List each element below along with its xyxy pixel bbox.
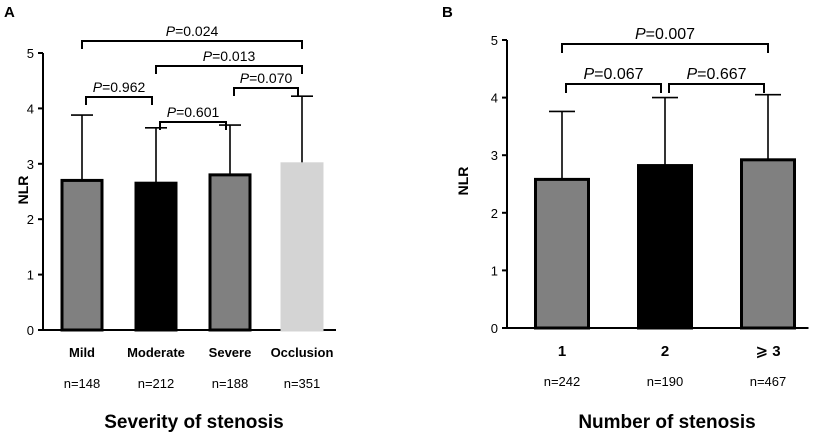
panel-a-y-tick-label: 2 bbox=[27, 212, 34, 227]
panel-a-bar bbox=[60, 178, 104, 332]
panel-a-bar bbox=[134, 181, 178, 332]
panel-b-plot: 0 1 2 3 4 5 1 n=242 2 n=190 ⩾ 3 n=467 P=0.067 P=0.667… bbox=[491, 26, 809, 389]
panel-a-x-axis-title: Severity of stenosis bbox=[104, 412, 284, 433]
panel-b-y-tick-label: 4 bbox=[491, 91, 498, 106]
panel-a-y-tick-label: 5 bbox=[27, 46, 34, 61]
panel-a-p-value-label: P=0.024 bbox=[166, 23, 219, 39]
panel-b-significance-bracket bbox=[565, 83, 662, 93]
panel-b-p-value-label: P=0.667 bbox=[686, 66, 746, 83]
panel-a-p-value-label: P=0.013 bbox=[203, 48, 256, 64]
panel-a-y-tick-label: 1 bbox=[27, 268, 34, 283]
panel-b-letter: B bbox=[442, 4, 453, 21]
panel-b-significance-bracket bbox=[668, 83, 765, 93]
panel-b-bar bbox=[740, 158, 796, 330]
panel-a-significance-bracket bbox=[233, 87, 299, 96]
panel-a-plot: 0 1 2 3 4 5 Mild n=148 Moderate n=212 Severe n=188 O… bbox=[27, 23, 336, 391]
panel-a: A NLR Severity of stenosis 0 1 2 3 4 5 Mild n=1… bbox=[4, 4, 336, 433]
panel-b-category-label: 2 bbox=[661, 343, 669, 360]
panel-a-n-label: n=351 bbox=[284, 376, 321, 391]
panel-b-y-axis-label: NLR bbox=[455, 167, 471, 196]
panel-a-y-tick-label: 4 bbox=[27, 101, 34, 116]
panel-a-category-label: Occlusion bbox=[271, 345, 334, 360]
panel-a-category-label: Moderate bbox=[127, 345, 185, 360]
panel-b-bar bbox=[637, 164, 693, 330]
panel-a-bar bbox=[208, 173, 252, 332]
panel-b-y-tick-label: 0 bbox=[491, 321, 498, 336]
panel-a-letter: A bbox=[4, 4, 15, 21]
panel-a-y-tick-label: 0 bbox=[27, 323, 34, 338]
panel-a-category-label: Severe bbox=[209, 345, 252, 360]
panel-b: B NLR Number of stenosis 0 1 2 3 4 5 1 n=242 2 n=… bbox=[442, 4, 809, 433]
panel-b-y-tick-label: 1 bbox=[491, 263, 498, 278]
panel-b-p-value-label: P=0.007 bbox=[635, 26, 695, 43]
panel-b-bar bbox=[534, 177, 590, 330]
panel-b-significance-bracket bbox=[561, 43, 769, 53]
panel-a-p-value-label: P=0.962 bbox=[93, 79, 146, 95]
panel-a-y-axis-label: NLR bbox=[15, 176, 31, 205]
panel-b-n-label: n=467 bbox=[750, 374, 787, 389]
panel-a-p-value-label: P=0.601 bbox=[167, 104, 220, 120]
panel-b-category-label: 1 bbox=[558, 343, 566, 360]
panel-a-significance-bracket bbox=[81, 40, 303, 49]
panel-a-y-tick-label: 3 bbox=[27, 157, 34, 172]
panel-a-significance-bracket bbox=[85, 96, 153, 105]
panel-a-significance-bracket bbox=[159, 121, 227, 130]
panel-a-bar bbox=[280, 162, 324, 332]
panel-b-n-label: n=190 bbox=[647, 374, 684, 389]
panel-b-y-tick-label: 3 bbox=[491, 148, 498, 163]
panel-b-p-value-label: P=0.067 bbox=[583, 66, 643, 83]
panel-a-p-value-label: P=0.070 bbox=[240, 70, 293, 86]
panel-b-category-label: ⩾ 3 bbox=[755, 343, 780, 360]
panel-b-y-tick-label: 2 bbox=[491, 206, 498, 221]
panel-b-y-tick-label: 5 bbox=[491, 33, 498, 48]
panel-a-category-label: Mild bbox=[69, 345, 95, 360]
panel-b-x-axis-title: Number of stenosis bbox=[578, 412, 755, 433]
panel-a-n-label: n=188 bbox=[212, 376, 249, 391]
panel-b-n-label: n=242 bbox=[544, 374, 581, 389]
panel-a-n-label: n=148 bbox=[64, 376, 101, 391]
panel-a-n-label: n=212 bbox=[138, 376, 175, 391]
panel-a-significance-bracket bbox=[155, 65, 303, 74]
